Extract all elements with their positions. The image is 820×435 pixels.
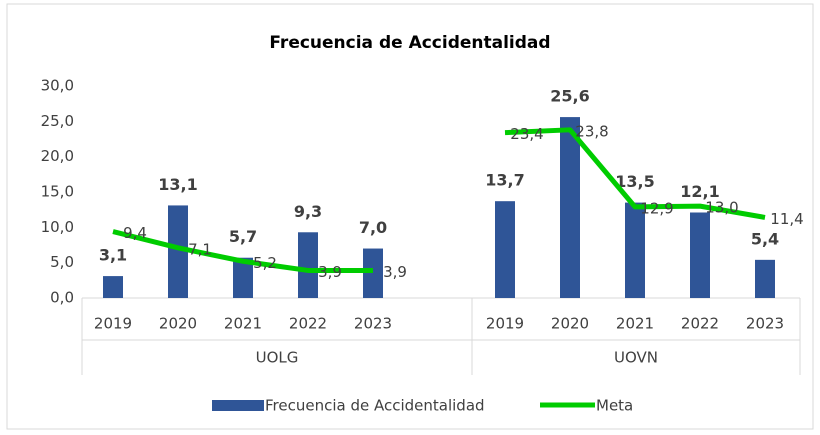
bar	[625, 202, 645, 298]
line-value-label: 23,8	[575, 122, 608, 140]
line-value-label: 9,4	[123, 224, 147, 242]
line-value-label: 3,9	[383, 263, 407, 281]
x-tick-label: 2019	[486, 315, 524, 333]
line	[112, 229, 373, 273]
bar	[103, 276, 123, 298]
bar	[560, 117, 580, 299]
bar-value-label: 5,4	[751, 229, 779, 248]
line-value-label: 12,9	[640, 199, 673, 217]
bar-value-label: 12,1	[680, 182, 719, 201]
chart-title: Frecuencia de Accidentalidad	[269, 33, 550, 53]
y-tick-label: 25,0	[41, 112, 74, 130]
y-tick-label: 30,0	[41, 77, 74, 95]
bar-value-label: 7,0	[359, 218, 387, 237]
line	[504, 127, 766, 220]
legend-swatch	[212, 400, 264, 411]
bar	[233, 257, 253, 298]
x-tick-label: 2022	[289, 315, 327, 333]
legend-label: Meta	[596, 397, 633, 415]
y-tick-label: 0,0	[50, 289, 74, 307]
bar-value-label: 13,7	[485, 171, 524, 190]
x-tick-label: 2023	[746, 315, 784, 333]
line-value-label: 13,0	[705, 199, 738, 217]
bar-value-label: 3,1	[99, 246, 127, 265]
bar-value-label: 5,7	[229, 227, 257, 246]
bar	[168, 205, 188, 298]
y-tick-label: 15,0	[41, 183, 74, 201]
y-tick-label: 20,0	[41, 147, 74, 165]
x-tick-label: 2023	[354, 315, 392, 333]
line-value-label: 5,2	[253, 254, 277, 272]
bar-value-label: 13,1	[158, 175, 197, 194]
x-tick-label: 2021	[224, 315, 262, 333]
bar	[755, 259, 775, 298]
bar-value-label: 9,3	[294, 202, 322, 221]
x-tick-label: 2022	[681, 315, 719, 333]
bar	[298, 232, 318, 298]
bar-value-label: 25,6	[550, 87, 589, 106]
legend-label: Frecuencia de Accidentalidad	[265, 397, 485, 415]
x-tick-label: 2020	[159, 315, 197, 333]
line-value-label: 7,1	[188, 240, 212, 258]
bar	[363, 248, 383, 298]
chart-border	[6, 3, 814, 430]
bar	[690, 212, 710, 298]
line-value-label: 23,4	[510, 125, 543, 143]
bar-value-label: 13,5	[615, 172, 654, 191]
y-tick-label: 5,0	[50, 253, 74, 271]
x-tick-label: 2020	[551, 315, 589, 333]
x-tick-label: 2021	[616, 315, 654, 333]
y-tick-label: 10,0	[41, 218, 74, 236]
group-label: UOLG	[256, 349, 299, 367]
line-value-label: 11,4	[770, 210, 803, 228]
group-label: UOVN	[614, 349, 658, 367]
line-value-label: 3,9	[318, 263, 342, 281]
bar	[495, 201, 515, 298]
x-tick-label: 2019	[94, 315, 132, 333]
